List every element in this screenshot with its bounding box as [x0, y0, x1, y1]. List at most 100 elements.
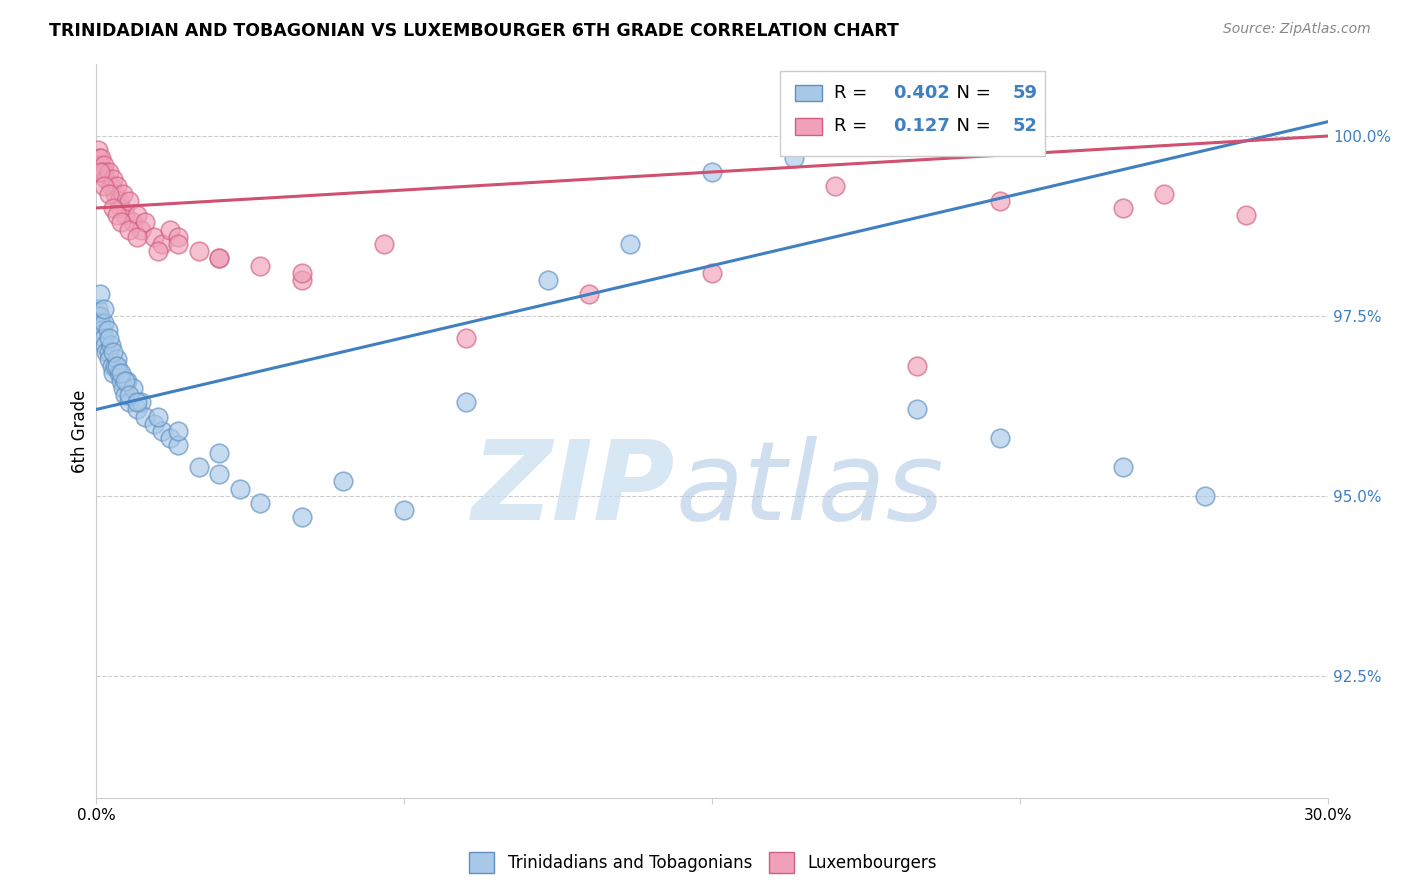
Point	[208, 445, 231, 459]
Legend: Trinidadians and Tobagonians, Luxembourgers: Trinidadians and Tobagonians, Luxembourg…	[463, 846, 943, 880]
Point	[122, 215, 145, 229]
Point	[150, 424, 173, 438]
Point	[104, 359, 127, 374]
Point	[101, 367, 124, 381]
Point	[94, 337, 117, 351]
Point	[290, 266, 312, 280]
Point	[101, 201, 124, 215]
Text: TRINIDADIAN AND TOBAGONIAN VS LUXEMBOURGER 6TH GRADE CORRELATION CHART: TRINIDADIAN AND TOBAGONIAN VS LUXEMBOURG…	[49, 22, 898, 40]
Point	[107, 367, 129, 381]
Text: 0.127: 0.127	[893, 118, 950, 136]
Point	[118, 222, 141, 236]
Point	[87, 301, 110, 316]
Point	[89, 165, 111, 179]
Point	[373, 237, 395, 252]
Point	[91, 165, 114, 179]
Point	[187, 244, 209, 259]
Point	[89, 309, 111, 323]
Bar	[794, 86, 821, 102]
Point	[110, 215, 132, 229]
Point	[127, 395, 149, 409]
Point	[93, 165, 115, 179]
Point	[101, 172, 124, 186]
Point	[167, 424, 190, 438]
Point	[208, 252, 231, 266]
Point	[1112, 201, 1135, 215]
Point	[131, 395, 153, 409]
Point	[90, 316, 112, 330]
Bar	[780, 71, 1045, 156]
Bar	[794, 119, 821, 135]
Text: atlas: atlas	[675, 436, 943, 543]
Point	[93, 301, 115, 316]
Point	[702, 165, 724, 179]
Point	[107, 194, 129, 208]
Point	[105, 359, 128, 374]
Text: N =: N =	[945, 118, 997, 136]
Text: N =: N =	[945, 85, 997, 103]
Point	[127, 402, 149, 417]
Point	[97, 186, 120, 201]
Point	[187, 460, 209, 475]
Point	[89, 309, 111, 323]
Y-axis label: 6th Grade: 6th Grade	[72, 390, 89, 473]
Point	[93, 179, 115, 194]
Point	[97, 345, 120, 359]
Point	[97, 323, 120, 337]
Point	[167, 438, 190, 452]
Point	[90, 151, 112, 165]
Point	[702, 266, 724, 280]
Point	[619, 237, 641, 252]
Point	[89, 151, 111, 165]
Text: 0.402: 0.402	[893, 85, 950, 103]
Point	[127, 229, 149, 244]
Point	[100, 337, 122, 351]
Point	[988, 194, 1011, 208]
Point	[122, 381, 145, 395]
Point	[392, 503, 415, 517]
Point	[105, 179, 128, 194]
Point	[111, 186, 134, 201]
Point	[89, 158, 111, 172]
Text: 59: 59	[1012, 85, 1038, 103]
Point	[142, 229, 165, 244]
Point	[127, 208, 149, 222]
Point	[91, 323, 114, 337]
Point	[146, 409, 169, 424]
Point	[134, 409, 156, 424]
Point	[167, 237, 190, 252]
Point	[159, 431, 181, 445]
Point	[96, 172, 118, 186]
Point	[104, 186, 127, 201]
Point	[208, 252, 231, 266]
Point	[97, 165, 120, 179]
Point	[150, 237, 173, 252]
Point	[1153, 186, 1175, 201]
Point	[100, 179, 122, 194]
Point	[783, 151, 806, 165]
Point	[114, 388, 136, 402]
Point	[537, 273, 560, 287]
Point	[578, 287, 600, 301]
Point	[454, 395, 477, 409]
Point	[159, 222, 181, 236]
Point	[134, 215, 156, 229]
Text: Source: ZipAtlas.com: Source: ZipAtlas.com	[1223, 22, 1371, 37]
Point	[907, 402, 929, 417]
Point	[229, 482, 252, 496]
Point	[101, 345, 124, 359]
Point	[118, 194, 141, 208]
Point	[114, 374, 136, 388]
Point	[1194, 489, 1216, 503]
Point	[118, 395, 141, 409]
Point	[167, 229, 190, 244]
Point	[142, 417, 165, 431]
Point	[114, 208, 136, 222]
Text: R =: R =	[834, 85, 873, 103]
Point	[110, 201, 132, 215]
Point	[131, 222, 153, 236]
Point	[93, 158, 115, 172]
Point	[105, 208, 128, 222]
Point	[89, 287, 111, 301]
Point	[101, 359, 124, 374]
